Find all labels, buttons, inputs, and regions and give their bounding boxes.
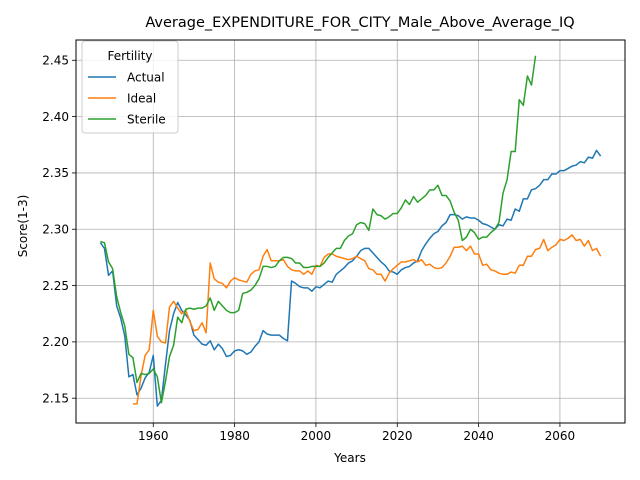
y-axis-title: Score(1-3): [16, 195, 30, 258]
x-tick-label: 2000: [301, 429, 332, 443]
x-axis-title: Years: [333, 451, 366, 465]
legend-label-ideal: Ideal: [127, 91, 156, 105]
y-tick-label: 2.35: [42, 166, 69, 180]
x-tick-label: 2020: [382, 429, 413, 443]
legend-label-sterile: Sterile: [127, 112, 166, 126]
legend: Fertility Actual Ideal Sterile: [82, 41, 178, 133]
x-tick-label: 1960: [138, 429, 169, 443]
y-tick-label: 2.40: [42, 110, 69, 124]
y-tick-label: 2.45: [42, 54, 69, 68]
x-tick-label: 1980: [219, 429, 250, 443]
legend-title: Fertility: [107, 49, 152, 63]
x-tick-label: 2060: [545, 429, 576, 443]
y-tick-label: 2.30: [42, 223, 69, 237]
y-tick-label: 2.25: [42, 279, 69, 293]
y-tick-label: 2.20: [42, 335, 69, 349]
legend-label-actual: Actual: [127, 70, 165, 84]
y-tick-label: 2.15: [42, 392, 69, 406]
x-tick-label: 2040: [463, 429, 494, 443]
chart-title: Average_EXPENDITURE_FOR_CITY_Male_Above_…: [145, 15, 574, 31]
